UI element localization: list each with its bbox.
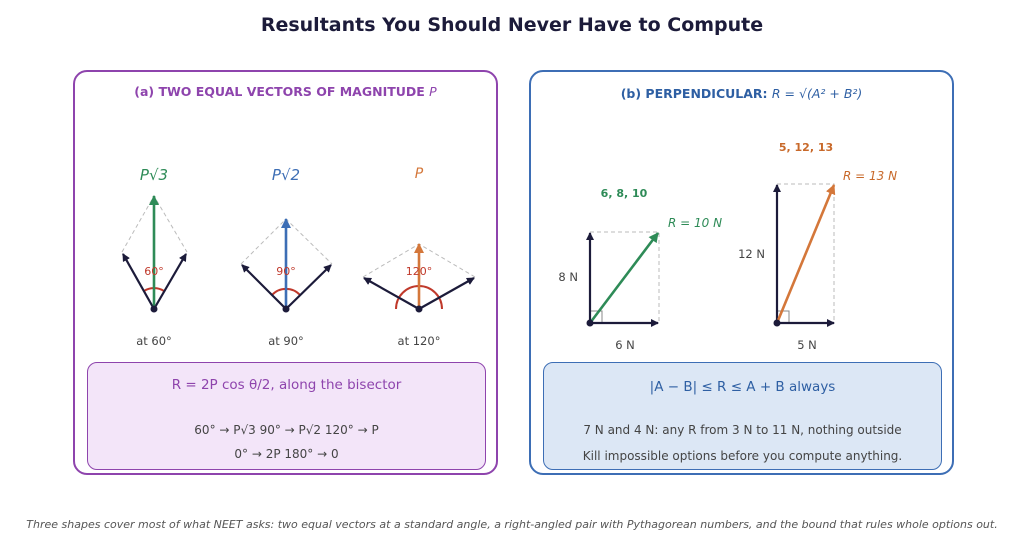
angle-label: 120° bbox=[406, 265, 433, 278]
page-title: Resultants You Should Never Have to Comp… bbox=[260, 14, 764, 36]
case-caption: at 60° bbox=[136, 334, 172, 348]
vector-p-right bbox=[285, 264, 332, 310]
vector-p-left bbox=[122, 253, 155, 310]
triangle-5-12-13: 5, 12, 13 R = 13 N 12 N 5 N bbox=[738, 141, 897, 352]
vector-p-right bbox=[418, 277, 475, 310]
vector-p-right bbox=[153, 253, 187, 310]
bound-formula-box: |A − B| ≤ R ≤ A + B always 7 N and 4 N: … bbox=[543, 362, 942, 470]
panel-a-heading-var: P bbox=[429, 84, 437, 99]
equal-vectors-formula-box: R = 2P cos θ/2, along the bisector 60° →… bbox=[87, 362, 486, 470]
origin-dot bbox=[586, 319, 594, 327]
case-caption: at 90° bbox=[268, 334, 304, 348]
special-angles-line: 60° → P√3 90° → P√2 120° → P bbox=[194, 423, 379, 437]
rectangle-guide bbox=[777, 183, 835, 323]
triple-label: 6, 8, 10 bbox=[601, 187, 648, 200]
rectangle-guide bbox=[590, 231, 660, 323]
case-60-result: P√3 bbox=[140, 166, 168, 184]
case-90-diagram: P√2 90° at 90° bbox=[240, 166, 333, 348]
angle-label: 90° bbox=[276, 265, 296, 278]
extreme-angles-line: 0° → 2P 180° → 0 bbox=[234, 447, 339, 461]
horizontal-label: 6 N bbox=[615, 338, 635, 352]
equal-vectors-diagram: P√3 60° at 60° P√2 90° at 90° P bbox=[121, 166, 476, 348]
horizontal-label: 5 N bbox=[797, 338, 817, 352]
resultant-label: R = 10 N bbox=[668, 216, 722, 230]
panel-a-heading-text: (a) TWO EQUAL VECTORS OF MAGNITUDE bbox=[134, 84, 430, 99]
resultant-formula: R = 2P cos θ/2, along the bisector bbox=[171, 377, 402, 393]
origin-dot bbox=[150, 305, 158, 313]
panel-b-heading: (b) PERPENDICULAR: R = √(A² + B²) bbox=[531, 86, 952, 101]
origin-dot bbox=[282, 305, 290, 313]
case-120-result: P bbox=[415, 166, 424, 182]
case-60-diagram: P√3 60° at 60° bbox=[121, 166, 188, 348]
vertical-label: 8 N bbox=[558, 270, 578, 284]
resultant-label: R = 13 N bbox=[843, 169, 897, 183]
footer-caption: Three shapes cover most of what NEET ask… bbox=[26, 518, 998, 531]
case-caption: at 120° bbox=[398, 334, 441, 348]
bound-example: 7 N and 4 N: any R from 3 N to 11 N, not… bbox=[583, 423, 902, 437]
equal-vectors-panel: (a) TWO EQUAL VECTORS OF MAGNITUDE P P√3 bbox=[73, 70, 498, 475]
panel-b-heading-text: (b) PERPENDICULAR: bbox=[620, 86, 772, 101]
vertical-label: 12 N bbox=[738, 247, 765, 261]
angle-label: 60° bbox=[144, 265, 164, 278]
triangle-6-8-10: 6, 8, 10 R = 10 N 8 N 6 N bbox=[558, 187, 722, 352]
resultant-vector bbox=[588, 232, 660, 324]
case-90-result: P√2 bbox=[272, 166, 300, 184]
triple-label: 5, 12, 13 bbox=[779, 141, 833, 154]
triangle-inequality: |A − B| ≤ R ≤ A + B always bbox=[649, 379, 836, 395]
vector-p-left bbox=[363, 277, 420, 310]
bound-advice: Kill impossible options before you compu… bbox=[582, 449, 903, 463]
perpendicular-diagram: 6, 8, 10 R = 10 N 8 N 6 N 5, 12, 13 R = … bbox=[558, 141, 897, 352]
panel-a-heading: (a) TWO EQUAL VECTORS OF MAGNITUDE P bbox=[75, 84, 496, 99]
origin-dot bbox=[773, 319, 781, 327]
case-120-diagram: P 120° at 120° bbox=[362, 166, 476, 348]
vector-p-left bbox=[241, 264, 287, 310]
panel-b-heading-formula: R = √(A² + B²) bbox=[771, 86, 863, 101]
perpendicular-panel: (b) PERPENDICULAR: R = √(A² + B²) 6, 8, … bbox=[529, 70, 954, 475]
resultant-vector bbox=[775, 184, 836, 324]
origin-dot bbox=[415, 305, 423, 313]
